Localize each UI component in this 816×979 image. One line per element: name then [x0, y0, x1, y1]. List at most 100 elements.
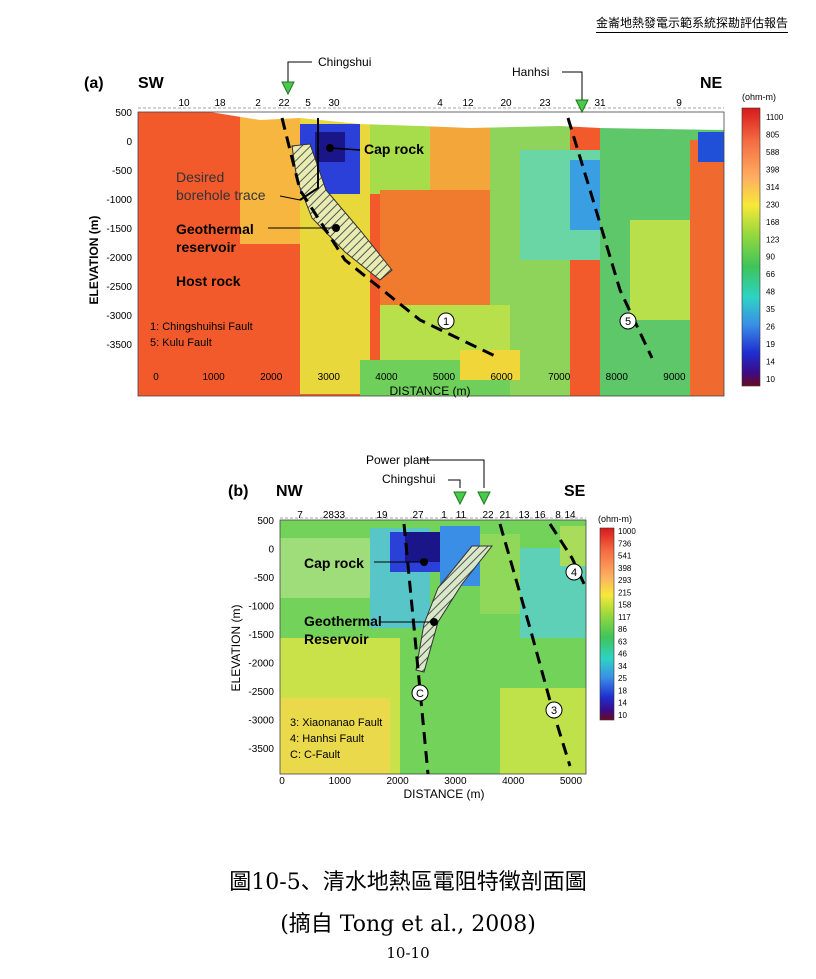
station-label: 7: [297, 510, 303, 521]
x-tick-label: 2000: [260, 372, 283, 383]
station-label: 19: [376, 510, 388, 521]
x-tick-label: 1000: [202, 372, 225, 383]
station-label: 20: [500, 98, 512, 109]
station-label: 14: [564, 510, 576, 521]
x-tick-label: 2000: [386, 776, 409, 787]
resistivity-section-a: [138, 112, 724, 396]
x-tick-label: 0: [279, 776, 285, 787]
colorbar-tick-label: 63: [618, 637, 627, 646]
cap-rock-label: Cap rock: [364, 141, 424, 157]
fault-legend-2: 5: Kulu Fault: [150, 337, 212, 349]
colorbar-tick-label: 805: [766, 130, 780, 139]
colorbar-tick-label: 230: [766, 200, 780, 209]
desired-borehole-label-2: borehole trace: [176, 187, 266, 203]
y-tick-label: -1000: [106, 195, 132, 206]
colorbar-tick-label: 18: [618, 686, 627, 695]
y-tick-label: -3000: [248, 716, 274, 727]
y-tick-label: -2500: [106, 282, 132, 293]
station-label: 11: [456, 510, 467, 521]
colorbar-tick-label: 736: [618, 539, 632, 548]
x-tick-label: 5000: [433, 372, 456, 383]
x-tick-label: 8000: [606, 372, 629, 383]
station-label: 31: [594, 98, 606, 109]
x-tick-label: 3000: [318, 372, 341, 383]
station-label: 13: [518, 510, 530, 521]
panel-label: (b): [228, 483, 248, 500]
y-tick-label: 0: [268, 545, 274, 556]
station-label: 22: [482, 510, 494, 521]
x-tick-labels: 0 1000 2000 3000 4000 5000: [279, 776, 582, 787]
station-label: 21: [499, 510, 511, 521]
x-tick-label: 1000: [329, 776, 352, 787]
y-tick-label: 500: [115, 108, 132, 119]
y-tick-label: -3500: [106, 340, 132, 351]
y-axis-label: ELEVATION (m): [229, 605, 243, 692]
report-header: 金崙地熱發電示範系統探勘評估報告: [595, 14, 788, 33]
colorbar-tick-label: 90: [766, 253, 775, 262]
colorbar-tick-label: 35: [766, 305, 775, 314]
y-tick-label: 500: [257, 516, 274, 527]
colorbar-title: (ohm-m): [598, 514, 632, 524]
colorbar-tick-label: 25: [618, 674, 627, 683]
pointer-hanhsi-label: Hanhsi: [512, 65, 549, 79]
station-label: 10: [178, 98, 190, 109]
pointer-power-plant: Power plant: [366, 453, 491, 506]
desired-borehole-label-1: Desired: [176, 169, 224, 185]
figure-source: (摘自 Tong et al., 2008): [280, 912, 536, 937]
x-tick-label: 3000: [444, 776, 467, 787]
y-tick-label: -1500: [248, 630, 274, 641]
colorbar-tick-label: 26: [766, 323, 775, 332]
colorbar-tick-label: 1100: [766, 113, 784, 122]
x-tick-label: 0: [153, 372, 159, 383]
direction-right: SE: [564, 483, 586, 500]
svg-text:4: 4: [571, 567, 577, 579]
direction-right: NE: [700, 75, 723, 92]
station-label: 27: [412, 510, 424, 521]
colorbar-tick-label: 215: [618, 588, 632, 597]
station-labels: 10 18 2 22 5 30 4 12 20 23 31 9: [178, 98, 682, 109]
station-label: 23: [539, 98, 551, 109]
svg-text:1: 1: [443, 316, 449, 328]
fault-legend-2: 4: Hanhsi Fault: [290, 733, 364, 745]
svg-text:3: 3: [551, 705, 557, 717]
colorbar: [741, 107, 761, 387]
x-axis-label: DISTANCE (m): [389, 384, 470, 398]
colorbar-tick-label: 48: [766, 288, 775, 297]
colorbar-tick-label: 10: [618, 711, 627, 720]
x-tick-label: 4000: [502, 776, 525, 787]
colorbar-tick-label: 117: [618, 613, 631, 622]
geothermal-label-2: reservoir: [176, 239, 236, 255]
y-tick-label: -2500: [248, 687, 274, 698]
station-label: 22: [278, 98, 290, 109]
direction-left: NW: [276, 483, 304, 500]
fault-marker-5: 5: [619, 312, 637, 330]
geothermal-label-1: Geothermal: [176, 221, 254, 237]
colorbar-tick-labels: 1000 736 541 398 293 215 158 117 86 63 46 34 25 18 14 1…: [618, 527, 636, 720]
direction-left: SW: [138, 75, 165, 92]
pointer-chingshui: Chingshui: [382, 472, 467, 506]
fault-marker-1: 1: [437, 312, 455, 330]
host-rock-label: Host rock: [176, 273, 241, 289]
svg-text:C: C: [416, 688, 424, 700]
fault-legend-1: 1: Chingshuihsi Fault: [150, 321, 253, 333]
y-tick-labels: 500 0 -500 -1000 -1500 -2000 -2500 -3000 -3500: [106, 108, 132, 351]
pointer-power-plant-label: Power plant: [366, 453, 430, 467]
station-label: 30: [328, 98, 340, 109]
colorbar-tick-label: 14: [766, 358, 775, 367]
colorbar-tick-label: 314: [766, 183, 780, 192]
x-tick-labels: 0 1000 2000 3000 4000 5000 6000 7000 8000 9000: [153, 372, 686, 383]
fault-marker-3: 3: [545, 701, 563, 719]
y-tick-label: -3500: [248, 744, 274, 755]
x-tick-label: 5000: [560, 776, 583, 787]
pointer-chingshui-label: Chingshui: [318, 55, 371, 69]
station-label: 16: [534, 510, 546, 521]
pointer-hanhsi: Hanhsi: [512, 65, 589, 114]
colorbar-tick-label: 46: [618, 650, 627, 659]
geothermal-label-2: Reservoir: [304, 631, 369, 647]
colorbar-tick-label: 123: [766, 235, 780, 244]
page-number: 10-10: [386, 944, 430, 962]
station-labels: 7 2833 19 27 1 11 22 21 13 16 8 14: [297, 510, 576, 521]
colorbar-tick-label: 541: [618, 552, 632, 561]
fault-legend-1: 3: Xiaonanao Fault: [290, 717, 382, 729]
y-tick-label: -500: [254, 573, 274, 584]
